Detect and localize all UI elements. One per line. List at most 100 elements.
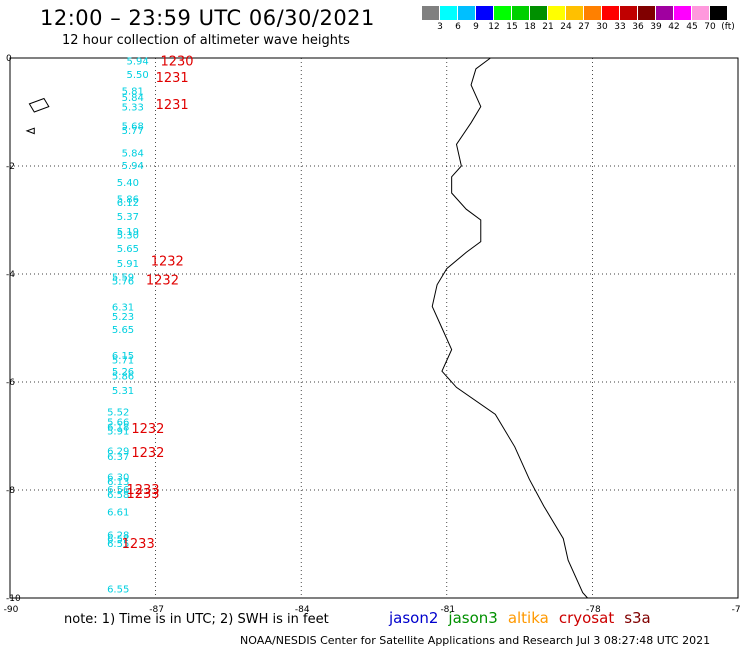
colorbar-tick: 33 — [614, 22, 626, 32]
swh-value-label: 5.37 — [117, 212, 139, 223]
swh-value-label: 6.37 — [107, 452, 129, 463]
legend-altika: altika — [507, 609, 549, 627]
colorbar-tick: 36 — [632, 22, 644, 32]
swh-value-label: 6.30 — [107, 473, 129, 484]
colorbar-tick: 21 — [542, 22, 554, 32]
swh-value-label: 6.28 — [107, 530, 129, 541]
axis-ticks: -90 -87 -84 -81 -78 -75 0 -2 -4 -6 -8 -10 — [4, 54, 740, 615]
colorbar-swatch — [458, 6, 475, 20]
island — [28, 97, 50, 113]
plot-frame — [9, 57, 739, 599]
colorbar-swatch — [638, 6, 655, 20]
swh-value-label: 5.86 — [112, 372, 134, 383]
y-tick-label: -10 — [6, 594, 21, 604]
legend-s3a: s3a — [624, 609, 651, 627]
swh-value-label: 5.65 — [117, 244, 139, 255]
colorbar-swatch — [512, 6, 529, 20]
colorbar-swatch — [530, 6, 547, 20]
colorbar-swatch — [584, 6, 601, 20]
colorbar-tick: 12 — [488, 22, 500, 32]
time-label: 1231 — [156, 98, 189, 113]
swh-value-label: 5.59 — [112, 273, 134, 284]
swh-value-label: 6.56 — [107, 485, 129, 496]
credit-text: NOAA/NESDIS Center for Satellite Applica… — [240, 634, 711, 647]
colorbar-swatch — [476, 6, 493, 20]
swh-value-label: 6.15 — [112, 351, 134, 362]
swh-value-label: 5.86 — [117, 194, 139, 205]
legend-jason2: jason2 — [389, 609, 439, 627]
note-text: note: 1) Time is in UTC; 2) SWH is in fe… — [64, 612, 329, 627]
colorbar-tick: 39 — [650, 22, 662, 32]
swh-value-label: 6.55 — [107, 539, 129, 550]
island — [25, 127, 35, 135]
swh-value-label: 5.94 — [122, 161, 144, 172]
colorbar-tick: 24 — [560, 22, 572, 32]
swh-value-label: 5.68 — [122, 122, 144, 133]
swh-value-label: 6.31 — [112, 302, 134, 313]
coastline-layer — [9, 57, 588, 599]
swh-value-label: 5.65 — [112, 325, 134, 336]
swh-value-label: 5.66 — [107, 417, 129, 428]
time-label: 1231 — [156, 71, 189, 86]
swh-value-label: 6.18 — [107, 422, 129, 433]
data-labels: 5.945.505.815.845.335.685.775.845.945.40… — [107, 55, 193, 596]
swh-value-label: 5.26 — [112, 367, 134, 378]
satellite-legend: jason2 jason3 altika cryosat s3a — [389, 609, 661, 627]
colorbar-swatch — [548, 6, 565, 20]
colorbar-unit: (ft) — [721, 22, 735, 32]
swh-value-label: 5.77 — [122, 126, 144, 137]
time-label: 1232 — [151, 255, 184, 270]
swh-value-label: 6.61 — [107, 508, 129, 519]
colorbar-tick: 27 — [578, 22, 590, 32]
colorbar-swatch — [494, 6, 511, 20]
time-label: 1232 — [131, 422, 164, 437]
colorbar-swatch — [422, 6, 439, 20]
y-tick-label: -2 — [6, 162, 15, 172]
y-tick-label: -8 — [6, 486, 15, 496]
colorbar-tick: 18 — [524, 22, 536, 32]
x-tick-label: -75 — [732, 605, 740, 615]
colorbar-tick: 70 — [704, 22, 716, 32]
colorbar-tick: 30 — [596, 22, 608, 32]
time-label: 1233 — [122, 537, 155, 552]
x-tick-label: -78 — [586, 605, 601, 615]
swh-value-label: 6.13 — [107, 477, 129, 488]
swh-value-label: 5.76 — [112, 276, 134, 287]
coastline — [431, 57, 588, 599]
time-label: 1233 — [126, 487, 159, 502]
colorbar-tick: 6 — [455, 22, 461, 32]
swh-value-label: 5.40 — [117, 178, 139, 189]
swh-value-label: 5.71 — [112, 355, 134, 366]
colorbar-swatch — [440, 6, 457, 20]
y-tick-label: -6 — [6, 378, 15, 388]
swh-value-label: 5.84 — [122, 93, 144, 104]
y-tick-label: -4 — [6, 270, 15, 280]
swh-value-label: 6.57 — [107, 535, 129, 546]
colorbar-swatch — [710, 6, 727, 20]
colorbar-swatch — [602, 6, 619, 20]
colorbar-tick: 15 — [506, 22, 518, 32]
x-tick-label: -84 — [295, 605, 310, 615]
chart-subtitle: 12 hour collection of altimeter wave hei… — [62, 33, 350, 48]
legend-cryosat: cryosat — [558, 609, 615, 627]
swh-value-label: 6.58 — [107, 490, 129, 501]
colorbar-swatch — [674, 6, 691, 20]
colorbar-swatch — [566, 6, 583, 20]
swh-value-label: 6.29 — [107, 447, 129, 458]
swh-value-label: 5.91 — [117, 259, 139, 270]
swh-value-label: 5.19 — [117, 227, 139, 238]
x-tick-label: -90 — [4, 605, 19, 615]
swh-value-label: 6.55 — [107, 584, 129, 595]
colorbar-swatch — [692, 6, 709, 20]
swh-value-label: 5.84 — [122, 149, 144, 160]
grid-lines — [10, 58, 738, 598]
x-tick-label: -81 — [440, 605, 455, 615]
chart-title: 12:00 – 23:59 UTC 06/30/2021 — [40, 6, 375, 30]
y-tick-label: 0 — [6, 54, 12, 64]
colorbar-tick: 42 — [668, 22, 680, 32]
swh-value-label: 5.23 — [112, 312, 134, 323]
colorbar-tick: 3 — [437, 22, 443, 32]
swh-value-label: 5.33 — [122, 103, 144, 114]
time-label: 1232 — [146, 273, 179, 288]
